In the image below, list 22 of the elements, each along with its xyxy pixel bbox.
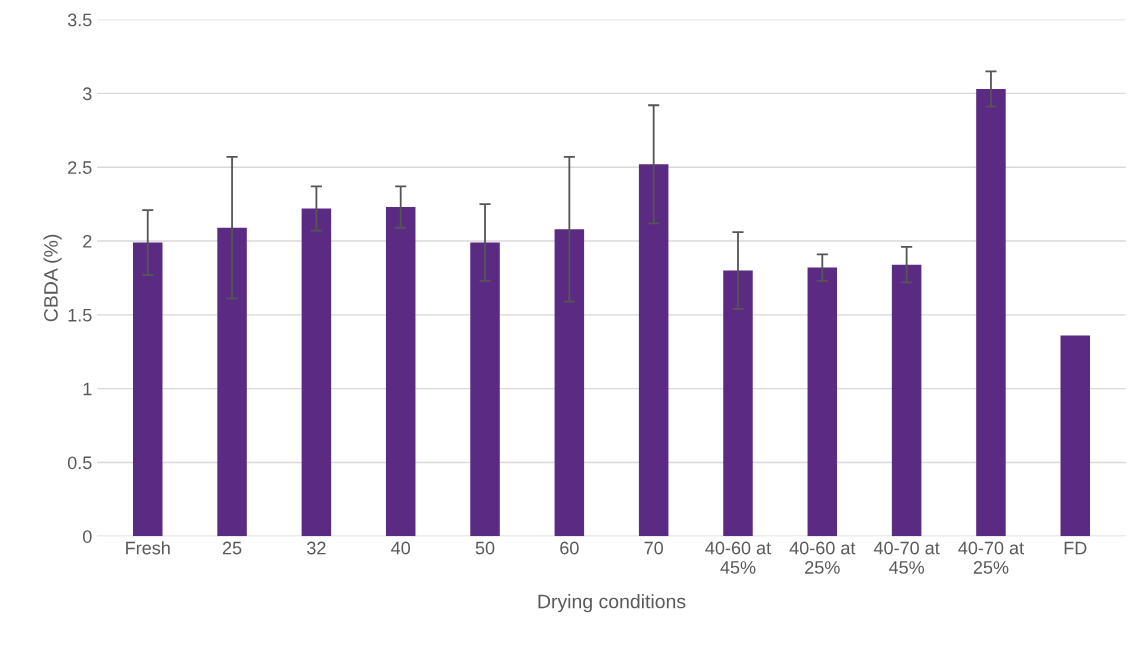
y-tick-label: 2.5 bbox=[68, 161, 92, 174]
x-tick-label: 60 bbox=[560, 541, 579, 555]
x-tick-label: FD bbox=[1064, 541, 1087, 555]
x-tick-label: 40 bbox=[391, 541, 411, 555]
y-tick-label: 1.5 bbox=[68, 308, 92, 322]
y-tick-label: 3.5 bbox=[67, 13, 92, 27]
x-axis-title: Drying conditions bbox=[538, 594, 686, 613]
x-tick-label: Fresh bbox=[126, 541, 170, 555]
x-tick-label: 40-70 at 45% bbox=[873, 541, 940, 574]
x-tick-label: 70 bbox=[644, 541, 663, 555]
x-tick-label: 40-60 at 25% bbox=[789, 541, 856, 574]
x-tick-label: 25 bbox=[222, 541, 242, 555]
x-tick-label: 50 bbox=[475, 541, 495, 555]
y-axis-title: CBDA (%) bbox=[43, 234, 62, 322]
y-tick-label: 0 bbox=[82, 530, 92, 543]
x-tick-label: 40-60 at 45% bbox=[705, 541, 771, 574]
x-tick-label: 40-70 at 25% bbox=[958, 541, 1024, 574]
y-tick-label: 1 bbox=[83, 382, 92, 396]
x-tick-label: 32 bbox=[307, 541, 326, 555]
y-tick-label: 0.5 bbox=[67, 456, 92, 470]
y-tick-label: 3 bbox=[82, 87, 92, 101]
y-tick-label: 2 bbox=[83, 234, 92, 248]
